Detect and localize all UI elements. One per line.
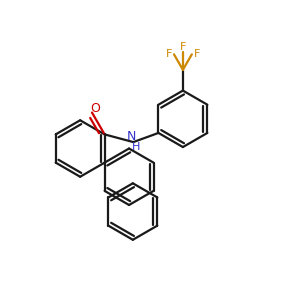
Text: N: N [127, 130, 136, 143]
Text: F: F [194, 49, 200, 59]
Text: F: F [180, 43, 187, 52]
Text: H: H [132, 142, 140, 152]
Text: F: F [166, 49, 172, 59]
Text: O: O [90, 102, 100, 115]
